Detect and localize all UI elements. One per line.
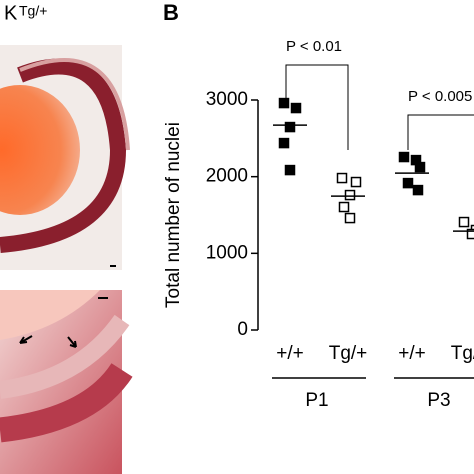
p-value: P < 0.005 (408, 88, 472, 105)
data-point (412, 184, 424, 196)
histology-top (0, 45, 130, 270)
data-point (398, 151, 410, 163)
data-point (284, 121, 296, 133)
data-point (338, 201, 350, 213)
group-label: P3 (427, 390, 450, 411)
data-point (336, 172, 348, 184)
data-point (414, 161, 426, 173)
genotype-mark: K (4, 2, 18, 24)
data-point (344, 189, 356, 201)
data-point (290, 102, 302, 114)
x-tick-label: Tg/+ (329, 343, 368, 364)
data-point (278, 137, 290, 149)
data-point (458, 216, 470, 228)
x-tick-label: Tg/+ (451, 343, 474, 364)
bracket (285, 64, 349, 150)
y-axis-label: Total number of nuclei (163, 122, 184, 308)
p-value: P < 0.01 (286, 38, 342, 55)
bracket (407, 114, 474, 150)
y-tick-label: 2000 (206, 166, 248, 187)
histology-bottom (0, 290, 133, 474)
y-tick-label: 1000 (206, 242, 248, 263)
data-point (344, 212, 356, 224)
data-point (278, 97, 290, 109)
data-point (350, 176, 362, 188)
data-point (284, 164, 296, 176)
group-label: P1 (305, 390, 328, 411)
x-tick-label: +/+ (276, 343, 303, 364)
y-tick-label: 0 (237, 319, 248, 340)
data-point (466, 228, 474, 240)
x-tick-label: +/+ (398, 343, 425, 364)
y-tick-label: 3000 (206, 89, 248, 110)
panel-a-label: Tg/+ (19, 3, 47, 19)
panel-label: B (163, 0, 179, 25)
data-point (402, 177, 414, 189)
